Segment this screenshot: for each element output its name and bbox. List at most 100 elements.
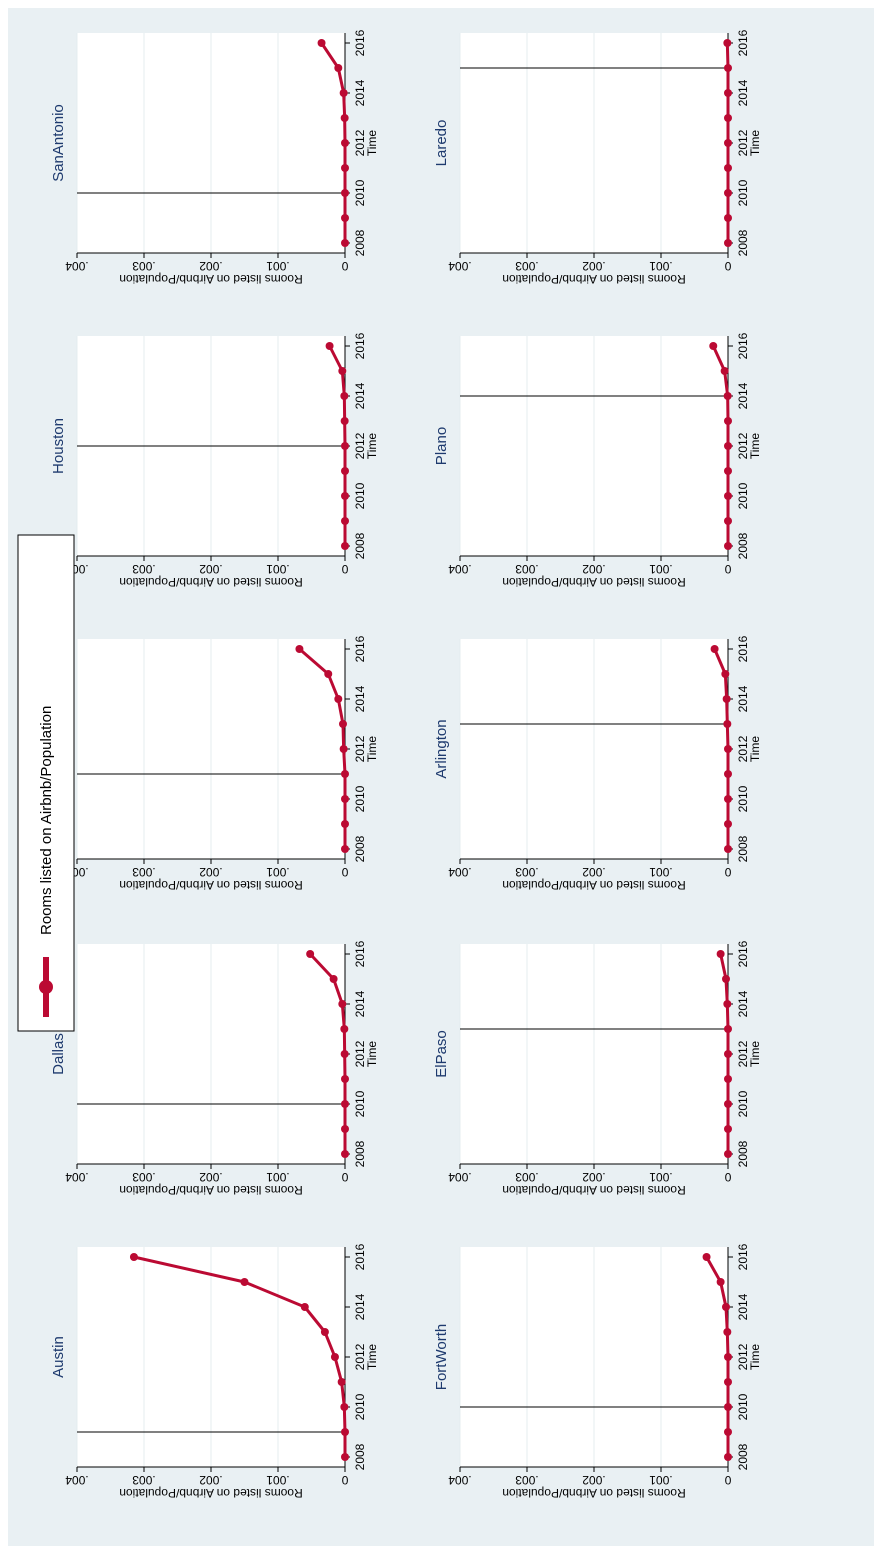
data-point: [724, 64, 732, 72]
panel-houston: 0.001.002.003.00420082010201220142016Roo…: [50, 332, 379, 589]
x-tick-label: 2016: [353, 1243, 367, 1270]
y-tick-label: .003: [132, 865, 156, 879]
x-tick-label: 2008: [736, 1443, 750, 1470]
legend-box: [17, 534, 75, 1032]
y-tick-label: .001: [649, 1170, 673, 1184]
data-point: [721, 975, 730, 983]
data-point: [340, 417, 349, 425]
data-point: [724, 795, 732, 803]
data-point: [340, 1050, 349, 1058]
data-point: [341, 214, 349, 222]
y-tick-label: 0: [724, 1170, 731, 1184]
data-point: [341, 820, 349, 828]
x-tick-label: 2008: [353, 229, 367, 256]
y-tick-label: .001: [266, 1473, 290, 1487]
x-tick-label: 2010: [736, 482, 750, 509]
data-point: [341, 770, 349, 778]
y-tick-label: 0: [724, 259, 731, 273]
y-tick-label: .002: [199, 865, 223, 879]
x-tick-label: 2012: [736, 1343, 750, 1370]
x-tick-label: 2008: [736, 835, 750, 862]
data-point: [724, 417, 732, 425]
data-point: [341, 467, 349, 475]
data-point: [724, 542, 732, 550]
data-point: [329, 975, 338, 983]
y-axis-title: Rooms listed on Airbnb/Population: [119, 272, 302, 286]
x-tick-label: 2008: [736, 1140, 750, 1167]
data-point: [724, 139, 732, 147]
data-point: [721, 670, 730, 678]
x-tick-label: 2016: [353, 940, 367, 967]
data-point: [709, 342, 718, 350]
data-point: [338, 1000, 347, 1008]
panel-title: Plano: [433, 427, 450, 465]
y-axis-title: Rooms listed on Airbnb/Population: [502, 878, 685, 892]
x-axis-title: Time: [748, 433, 762, 460]
x-tick-label: 2016: [736, 332, 750, 359]
y-axis-title: Rooms listed on Airbnb/Population: [119, 1486, 302, 1500]
data-point: [341, 239, 349, 247]
data-point: [334, 64, 343, 72]
y-tick-label: .003: [515, 259, 539, 273]
y-tick-label: .002: [582, 1473, 606, 1487]
data-point: [724, 467, 732, 475]
y-tick-label: .004: [65, 1473, 89, 1487]
panel-title: Arlington: [433, 719, 450, 778]
x-tick-label: 2010: [736, 1393, 750, 1420]
data-point: [724, 745, 732, 753]
data-point: [724, 1100, 732, 1108]
data-point: [341, 1125, 349, 1133]
data-point: [724, 1378, 732, 1386]
y-tick-label: .004: [448, 562, 472, 576]
data-point: [724, 239, 732, 247]
data-point: [341, 517, 349, 525]
data-point: [338, 367, 347, 375]
x-tick-label: 2010: [353, 1393, 367, 1420]
y-tick-label: .001: [266, 562, 290, 576]
panel-fortworth: 0 .001 .002 .003 .004 2008 2010 2012 2014 2016 Roo…: [433, 1243, 762, 1500]
legend-marker-symbol: [39, 980, 53, 994]
data-point: [724, 189, 732, 197]
data-point: [317, 39, 326, 47]
x-axis-title: Time: [748, 1344, 762, 1371]
data-point: [724, 770, 732, 778]
data-point: [341, 542, 349, 550]
y-tick-label: 0: [724, 562, 731, 576]
panel-austin: 0 .001 .002 .003 .004 2008 2010 2012 2014 2016 Roo…: [50, 1243, 379, 1500]
data-point: [724, 114, 732, 122]
data-point: [724, 89, 732, 97]
data-point: [724, 1025, 732, 1033]
panel-title: Houston: [50, 418, 67, 474]
data-point: [340, 392, 349, 400]
y-tick-label: .001: [266, 1170, 290, 1184]
x-tick-label: 2008: [736, 229, 750, 256]
x-tick-label: 2008: [353, 1140, 367, 1167]
data-point: [295, 645, 304, 653]
data-point: [300, 1303, 309, 1311]
y-tick-label: .003: [515, 865, 539, 879]
data-point: [341, 442, 349, 450]
data-point: [724, 1050, 732, 1058]
y-axis-title: Rooms listed on Airbnb/Population: [502, 575, 685, 589]
x-tick-label: 2016: [736, 1243, 750, 1270]
x-tick-label: 2012: [736, 129, 750, 156]
data-point: [724, 492, 732, 500]
y-axis-title: Rooms listed on Airbnb/Population: [119, 1183, 302, 1197]
rotated-figure: 0 .001 .002 .003 .004 2008 2010 2012 2014 2016 Roo…: [8, 8, 874, 1546]
x-tick-label: 2012: [736, 432, 750, 459]
x-tick-label: 2016: [353, 332, 367, 359]
x-tick-label: 2014: [736, 685, 750, 712]
data-point: [337, 1378, 346, 1386]
data-point: [129, 1253, 138, 1261]
data-point: [724, 214, 732, 222]
x-tick-label: 2008: [353, 1443, 367, 1470]
data-point: [306, 950, 315, 958]
data-point: [724, 164, 732, 172]
data-point: [723, 1328, 732, 1336]
y-tick-label: .004: [65, 259, 89, 273]
panel-title: Austin: [50, 1336, 67, 1378]
panel-laredo: 0 .001 .002 .003 .004 2008 2010 2012 2014 2016 Roo…: [433, 29, 762, 286]
y-tick-label: .003: [515, 1170, 539, 1184]
x-tick-label: 2010: [353, 482, 367, 509]
data-point: [339, 745, 348, 753]
